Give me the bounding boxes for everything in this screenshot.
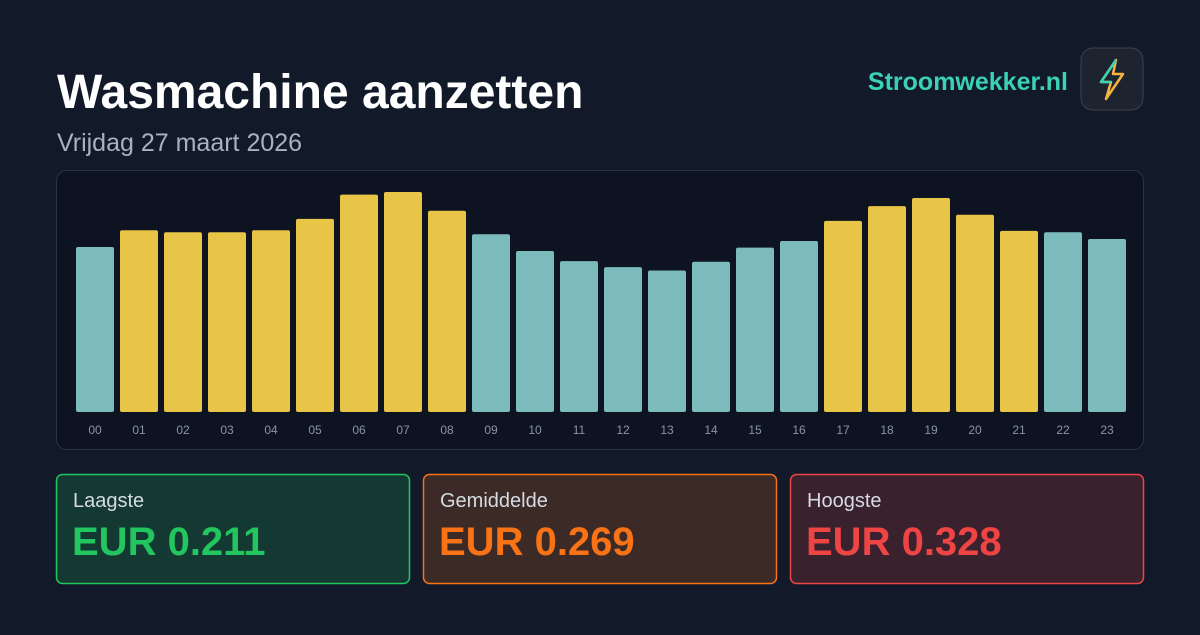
- stat-value: EUR 0.269: [439, 520, 635, 564]
- x-tick-label: 21: [1012, 423, 1026, 437]
- x-tick-label: 10: [528, 423, 542, 437]
- x-tick-label: 19: [924, 423, 938, 437]
- x-tick-label: 13: [660, 423, 674, 437]
- stat-value: EUR 0.328: [806, 520, 1002, 564]
- bar: [780, 240, 818, 412]
- bar: [164, 232, 202, 412]
- bar: [648, 270, 686, 412]
- x-tick-label: 02: [176, 423, 190, 437]
- bar: [1088, 238, 1126, 412]
- logo-bolt-accent: [1099, 59, 1118, 84]
- x-tick-label: 11: [573, 423, 586, 437]
- x-tick-label: 05: [308, 423, 322, 437]
- bar: [208, 232, 246, 412]
- bar: [384, 192, 422, 412]
- x-tick-label: 00: [88, 423, 102, 437]
- x-tick-label: 07: [396, 423, 410, 437]
- bar: [824, 220, 862, 412]
- x-tick-label: 01: [132, 423, 146, 437]
- bar: [340, 194, 378, 412]
- bar: [428, 210, 466, 412]
- x-tick-label: 15: [748, 423, 762, 437]
- bar: [296, 218, 334, 412]
- stat-label: Hoogste: [807, 490, 882, 512]
- stat-value: EUR 0.211: [72, 520, 265, 564]
- x-tick-label: 18: [880, 423, 894, 437]
- brand: Stroomwekker.nl: [868, 68, 1068, 96]
- bar: [912, 198, 950, 412]
- stat-card: [789, 473, 1145, 585]
- bar: [560, 261, 598, 412]
- bar: [252, 230, 290, 412]
- bar: [1044, 232, 1082, 412]
- x-tick-label: 04: [264, 423, 278, 437]
- bar: [604, 267, 642, 412]
- stat-card: [422, 473, 778, 585]
- subtitle: Vrijdag 27 maart 2026: [57, 129, 302, 157]
- bar: [516, 251, 554, 412]
- x-tick-label: 23: [1100, 423, 1114, 437]
- bar: [472, 234, 510, 412]
- x-tick-label: 12: [616, 423, 630, 437]
- x-tick-label: 09: [484, 423, 498, 437]
- x-tick-label: 03: [220, 423, 234, 437]
- x-tick-label: 16: [792, 423, 806, 437]
- stat-label: Gemiddelde: [440, 490, 548, 512]
- logo-box: [1080, 47, 1144, 111]
- title: Wasmachine aanzetten: [57, 66, 583, 119]
- bar: [868, 206, 906, 412]
- bar: [736, 247, 774, 412]
- x-tick-label: 20: [968, 423, 982, 437]
- x-tick-label: 22: [1056, 423, 1070, 437]
- x-tick-label: 14: [704, 423, 718, 437]
- bar: [76, 247, 114, 412]
- x-tick-label: 08: [440, 423, 454, 437]
- stat-card: [55, 473, 411, 585]
- stat-label: Laagste: [73, 490, 144, 512]
- bar: [956, 214, 994, 412]
- bar: [120, 230, 158, 412]
- bar: [1000, 230, 1038, 412]
- bar: [692, 261, 730, 412]
- x-tick-label: 06: [352, 423, 366, 437]
- x-tick-label: 17: [836, 423, 850, 437]
